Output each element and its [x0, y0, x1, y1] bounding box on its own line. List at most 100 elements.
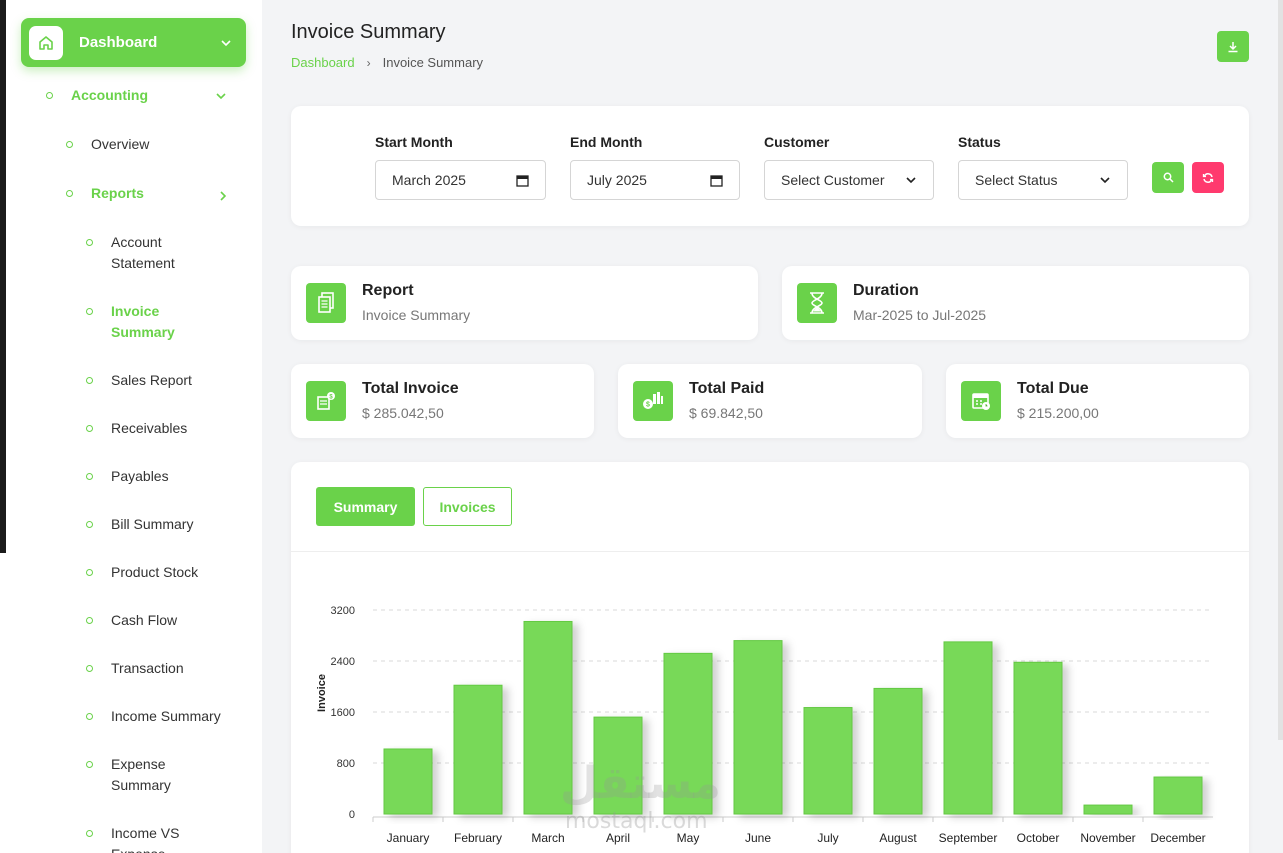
chevron-down-icon [1100, 177, 1110, 184]
y-tick-label: 800 [337, 758, 355, 770]
sidebar-item-label: Reports [91, 185, 144, 201]
bar-august[interactable] [873, 687, 923, 815]
x-tick-label: September [939, 831, 998, 845]
bar-january[interactable] [383, 748, 433, 815]
bar-april[interactable] [593, 716, 643, 815]
sidebar-item-dashboard[interactable]: Dashboard [21, 18, 246, 67]
y-tick-label: 0 [349, 809, 355, 821]
download-button[interactable] [1217, 31, 1249, 62]
sidebar-item-payables[interactable]: Payables [86, 468, 169, 487]
calendar-due-icon [961, 381, 1001, 421]
x-tick-label: October [1017, 831, 1060, 845]
bar-june[interactable] [733, 640, 783, 815]
sidebar-item-sales-report[interactable]: Sales Report [86, 372, 192, 391]
bullet-icon [66, 141, 73, 148]
sidebar-item-label: Expense Summary [111, 756, 171, 793]
bullet-icon [86, 473, 93, 480]
svg-text:$: $ [646, 402, 650, 409]
window-edge [0, 0, 6, 553]
bullet-icon [86, 617, 93, 624]
tab-invoices[interactable]: Invoices [423, 487, 512, 526]
total-invoice-value: $ 285.042,50 [362, 405, 444, 421]
sidebar-item-invoice-summary[interactable]: Invoice Summary [86, 303, 191, 343]
sidebar-item-bill-summary[interactable]: Bill Summary [86, 516, 193, 535]
sidebar-item-label: Overview [91, 136, 150, 152]
calendar-icon[interactable] [710, 174, 723, 187]
y-tick-label: 3200 [331, 605, 355, 617]
sidebar-item-account-statement[interactable]: Account Statement [86, 234, 201, 274]
tab-summary[interactable]: Summary [316, 487, 415, 526]
bullet-icon [86, 830, 93, 837]
duration-title: Duration [853, 282, 919, 299]
start-month-input[interactable]: March 2025 [375, 160, 546, 200]
bullet-icon [86, 308, 93, 315]
watermark-text: mostaql.com [565, 809, 708, 834]
search-button[interactable] [1152, 162, 1184, 193]
x-tick-label: November [1080, 831, 1135, 845]
invoice-icon: $ [306, 381, 346, 421]
calendar-icon[interactable] [516, 174, 529, 187]
sidebar-item-label: Transaction [111, 660, 184, 676]
bar-november[interactable] [1083, 804, 1133, 815]
sidebar-item-cash-flow[interactable]: Cash Flow [86, 612, 178, 631]
breadcrumb-separator: › [366, 55, 371, 70]
sidebar-item-overview[interactable]: Overview [66, 136, 150, 155]
bullet-icon [66, 190, 73, 197]
breadcrumb-home-link[interactable]: Dashboard [291, 55, 355, 70]
document-icon [306, 283, 346, 323]
chevron-down-icon [906, 177, 916, 184]
chevron-down-icon [220, 36, 234, 50]
home-icon [29, 25, 63, 60]
invoice-bar-chart: 0 800 1600 2400 3200 January February March Apri… [316, 605, 1213, 845]
reset-button[interactable] [1192, 162, 1224, 193]
bullet-icon [86, 521, 93, 528]
watermark-logo: مستقل [560, 758, 721, 809]
bar-february[interactable] [453, 684, 503, 815]
bar-march[interactable] [523, 620, 573, 815]
sidebar-item-income-summary[interactable]: Income Summary [86, 708, 221, 727]
bar-may[interactable] [663, 652, 713, 815]
x-tick-label: August [879, 831, 917, 845]
sidebar-item-transaction[interactable]: Transaction [86, 660, 184, 679]
sidebar-item-receivables[interactable]: Receivables [86, 420, 188, 439]
sidebar-item-label: Receivables [111, 420, 188, 436]
sidebar-item-label: Income Summary [111, 708, 221, 724]
bar-october[interactable] [1013, 661, 1063, 815]
duration-value: Mar-2025 to Jul-2025 [853, 307, 987, 323]
total-invoice-title: Total Invoice [362, 380, 459, 397]
y-tick-label: 1600 [331, 707, 355, 719]
sidebar-item-label: Income VS Expense [111, 825, 180, 853]
page-title: Invoice Summary [291, 21, 446, 43]
sidebar-item-product-stock[interactable]: Product Stock [86, 564, 198, 583]
y-axis-label: Invoice [316, 674, 328, 712]
sidebar-item-label: Cash Flow [111, 612, 178, 628]
sidebar-item-label: Payables [111, 468, 169, 484]
window-edge-bottom [0, 553, 6, 853]
sidebar-item-accounting[interactable]: Accounting [46, 87, 148, 106]
bar-july[interactable] [803, 707, 853, 815]
sidebar-item-expense-summary[interactable]: Expense Summary [86, 756, 191, 796]
customer-select[interactable]: Select Customer [764, 160, 934, 200]
scrollbar[interactable] [1278, 0, 1283, 740]
x-tick-label: June [745, 831, 771, 845]
x-tick-label: February [454, 831, 502, 845]
bullet-icon [86, 665, 93, 672]
sidebar-item-reports[interactable]: Reports [66, 185, 144, 204]
start-month-label: Start Month [375, 134, 453, 150]
x-tick-label: January [387, 831, 430, 845]
sidebar-item-label: Dashboard [79, 34, 158, 51]
bar-september[interactable] [943, 641, 993, 815]
end-month-input[interactable]: July 2025 [570, 160, 740, 200]
sidebar-item-income-vs-expense[interactable]: Income VS Expense [86, 825, 201, 853]
x-tick-label: July [817, 831, 838, 845]
sidebar: Dashboard Accounting Overview Reports Ac… [6, 0, 262, 853]
sidebar-item-label: Account Statement [111, 234, 175, 271]
download-icon [1228, 41, 1238, 52]
y-tick-label: 2400 [331, 656, 355, 668]
bullet-icon [86, 761, 93, 768]
status-select[interactable]: Select Status [958, 160, 1128, 200]
bar-december[interactable] [1153, 776, 1203, 815]
report-value: Invoice Summary [362, 307, 471, 323]
total-due-title: Total Due [1017, 380, 1089, 397]
sidebar-item-label: Invoice Summary [111, 303, 175, 340]
